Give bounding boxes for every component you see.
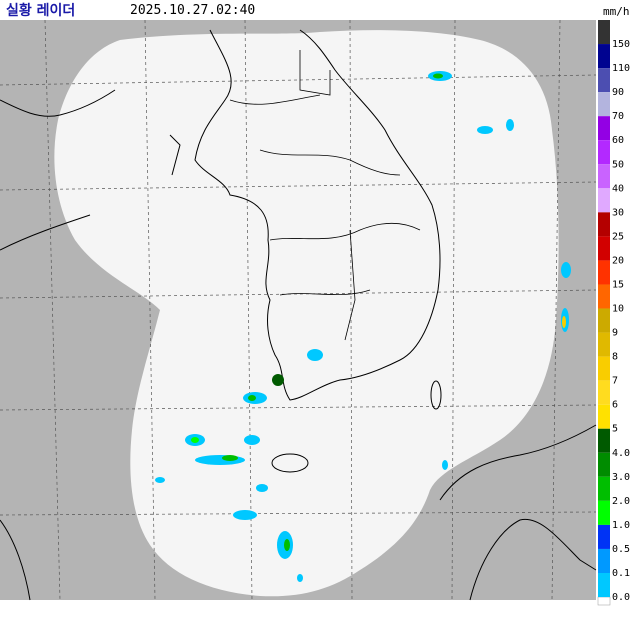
legend-label: 2.0 (612, 496, 630, 507)
coastlines (0, 29, 597, 601)
legend-swatch (598, 212, 610, 237)
legend-label: 15 (612, 279, 624, 290)
radar-coverage (54, 30, 559, 597)
legend: 150 110 90 70 60 50 40 30 25 20 15 10 9 8 7 6 5 4.0 3.0 2.0… (598, 20, 630, 603)
legend-swatch (598, 68, 610, 93)
legend-label: 0.5 (612, 544, 630, 555)
legend-swatch (598, 500, 610, 525)
legend-label: 0.1 (612, 568, 630, 579)
timestamp: 2025.10.27.02:40 (130, 3, 255, 18)
legend-label: 0.0 (612, 592, 630, 603)
legend-label: 150 (612, 39, 630, 50)
legend-label: 6 (612, 400, 618, 411)
legend-label: 4.0 (612, 448, 630, 459)
legend-label: 9 (612, 328, 618, 339)
legend-swatch (598, 476, 610, 501)
legend-label: 3.0 (612, 472, 630, 483)
legend-label: 1.0 (612, 520, 630, 531)
legend-swatch (598, 548, 610, 573)
unit: mm/h (603, 5, 630, 18)
legend-swatch (598, 308, 610, 333)
legend-swatch (598, 164, 610, 189)
legend-swatch (598, 332, 610, 357)
legend-swatch (598, 404, 610, 429)
legend-swatch (598, 573, 610, 598)
legend-label: 8 (612, 352, 618, 363)
legend-swatch (598, 92, 610, 117)
legend-swatch (598, 140, 610, 165)
legend-label: 70 (612, 111, 624, 122)
title: 실황 레이더 (6, 2, 75, 19)
legend-label: 20 (612, 255, 624, 266)
legend-swatch (598, 428, 610, 453)
legend-label: 110 (612, 63, 630, 74)
legend-label: 30 (612, 207, 624, 218)
legend-label: 60 (612, 135, 624, 146)
legend-swatch (598, 188, 610, 213)
legend-swatch (598, 44, 610, 69)
precipitation-echoes (155, 71, 571, 582)
legend-swatch (598, 452, 610, 477)
legend-swatch (598, 116, 610, 141)
legend-label: 10 (612, 304, 624, 315)
legend-swatch (598, 20, 610, 45)
legend-swatch (598, 356, 610, 381)
legend-bottom (597, 596, 611, 606)
legend-label: 90 (612, 87, 624, 98)
legend-swatch (598, 380, 610, 405)
legend-label: 5 (612, 424, 618, 435)
legend-label: 25 (612, 231, 624, 242)
legend-label: 7 (612, 376, 618, 387)
legend-swatch (598, 260, 610, 285)
legend-swatch (598, 524, 610, 549)
province-borders (229, 50, 421, 341)
legend-label: 40 (612, 183, 624, 194)
legend-swatch (598, 236, 610, 261)
legend-swatch (598, 284, 610, 309)
legend-label: 50 (612, 159, 624, 170)
